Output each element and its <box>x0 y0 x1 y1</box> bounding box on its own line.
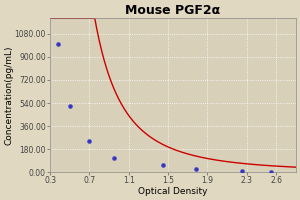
Point <box>87 140 92 143</box>
Point <box>269 170 274 173</box>
Point <box>112 157 116 160</box>
Point <box>239 169 244 173</box>
Point <box>56 42 60 46</box>
Point <box>193 167 198 170</box>
Point <box>161 164 166 167</box>
Title: Mouse PGF2α: Mouse PGF2α <box>125 4 220 17</box>
Y-axis label: Concentration(pg/mL): Concentration(pg/mL) <box>4 46 13 145</box>
Point <box>68 104 72 107</box>
X-axis label: Optical Density: Optical Density <box>138 187 208 196</box>
